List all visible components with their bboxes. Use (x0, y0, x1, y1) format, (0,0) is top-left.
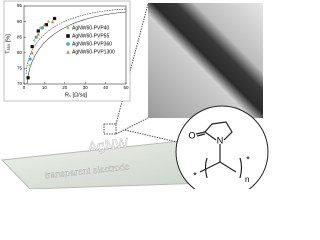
end-group: * (246, 154, 250, 164)
legend-label: AgNW60-PVP55 (72, 33, 109, 39)
y-tick-label: 70 (17, 81, 23, 86)
point (30, 44, 34, 49)
x-tick-label: 10 (42, 85, 48, 90)
graphical-abstract: AgNW transparent electrode O N n * * T₅₅… (0, 0, 269, 189)
legend-marker (66, 26, 70, 30)
point (30, 51, 34, 55)
tem-image (148, 3, 263, 118)
nitrogen-label: N (217, 135, 224, 145)
point (53, 16, 57, 21)
point (36, 32, 40, 36)
point (44, 23, 49, 27)
x-tick-label: 50 (123, 85, 129, 90)
zoom-line (115, 117, 149, 135)
fit-curve (26, 11, 127, 85)
legend-label: AgNW60-PVP360 (72, 41, 112, 47)
point (36, 29, 40, 33)
plot-frame (23, 5, 127, 85)
point (46, 20, 51, 24)
point (42, 23, 46, 27)
x-tick-label: 30 (83, 85, 89, 90)
legend-label: AgNW60-PVP40 (72, 25, 109, 31)
end-group: * (193, 170, 197, 180)
point (26, 76, 30, 80)
y-tick-label: 85 (17, 34, 23, 39)
point (40, 26, 44, 30)
slide-title: AgNW (87, 134, 130, 154)
point (32, 38, 36, 42)
chart-panel (3, 0, 131, 102)
y-tick-label: 75 (17, 66, 23, 71)
repeat-label: n (245, 175, 249, 184)
point (28, 63, 32, 67)
pyrrolidone (195, 121, 243, 179)
point (50, 20, 55, 24)
x-tick-label: 0 (23, 85, 26, 90)
x-tick-label: 40 (103, 85, 109, 90)
legend-marker (66, 34, 70, 38)
y-tick-label: 95 (17, 3, 23, 8)
point (28, 57, 32, 61)
legend-marker (66, 42, 70, 46)
structure-circle (175, 105, 269, 189)
y-axis-label: T₅₅₀ [%] (5, 34, 11, 54)
fit-curve (25, 8, 127, 75)
x-axis-label: Rₛ [Ω/sq] (65, 92, 88, 98)
legend-marker (66, 50, 70, 54)
legend-label: AgNW60-PVP1300 (72, 49, 115, 55)
point (34, 35, 38, 39)
y-tick-label: 90 (17, 19, 23, 24)
zoom-box (103, 123, 117, 135)
y-tick-label: 80 (17, 50, 23, 55)
oxygen-label: O (188, 130, 195, 140)
zoom-line (115, 3, 149, 125)
x-tick-label: 20 (62, 85, 68, 90)
